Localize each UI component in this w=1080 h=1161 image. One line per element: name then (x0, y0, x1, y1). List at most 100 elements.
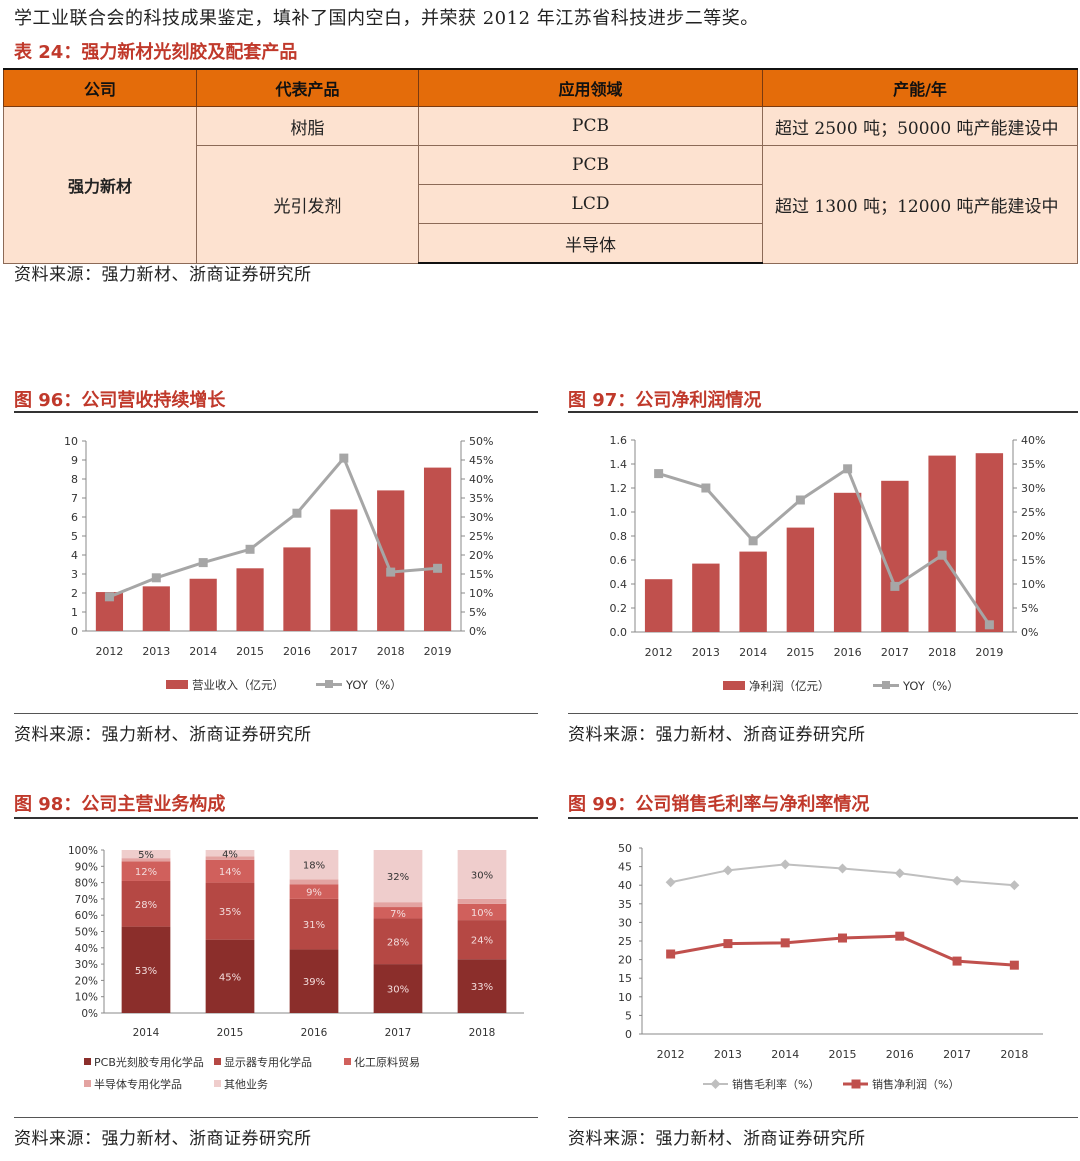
segment-2016-4 (289, 850, 339, 880)
y-tick-label-left: 0.4 (610, 578, 628, 591)
segment-2015-2 (205, 859, 255, 883)
data-label: 45% (219, 972, 241, 983)
fig96-source: 资料来源：强力新材、浙商证券研究所 (14, 725, 312, 745)
y-tick-label-right: 25% (1021, 506, 1045, 519)
x-tick-label: 2015 (786, 646, 814, 659)
yoy-point-2019 (433, 563, 443, 573)
fig99-title: 图 99：公司销售毛利率与净利率情况 (568, 794, 870, 815)
y-tick-label-left: 0.0 (610, 626, 628, 639)
legend-swatch-3 (84, 1080, 91, 1087)
table-title: 表 24：强力新材光刻胶及配套产品 (14, 42, 298, 63)
data-label: 18% (303, 861, 325, 872)
header-product: 代表产品 (196, 68, 419, 107)
y-tick-label-left: 1 (71, 606, 78, 619)
bar-2016 (283, 547, 311, 631)
company-cell: 强力新材 (3, 106, 197, 264)
y-tick-label-left: 4 (71, 549, 78, 562)
fig99-rule (568, 817, 1078, 819)
x-tick-label: 2019 (424, 645, 452, 658)
app-pcb-1: PCB (418, 106, 763, 146)
data-label: 14% (219, 867, 241, 878)
y-tick-label-right: 15% (469, 568, 493, 581)
legend-swatch-1 (214, 1058, 221, 1065)
y-tick-label-right: 20% (469, 549, 493, 562)
y-tick-label: 40 (618, 879, 632, 892)
y-tick-label-right: 10% (1021, 578, 1045, 591)
yoy-point-2017 (339, 453, 349, 463)
y-tick-label: 80% (75, 878, 98, 890)
y-tick-label: 35 (618, 898, 632, 911)
gross-point-2017 (952, 875, 963, 886)
fig97-chart: 0.0 0.2 0.4 0.6 0.8 1.0 1.2 1.4 1.6 0% 5% 10% 15% 20%… (610, 434, 1046, 693)
x-tick-label: 2016 (834, 646, 862, 659)
bar-2014 (739, 551, 767, 632)
data-label: 5% (138, 850, 154, 861)
y-tick-label: 70% (75, 894, 98, 906)
gross-point-2015 (837, 863, 848, 874)
legend-label-1: 显示器专用化学品 (224, 1055, 312, 1069)
x-tick-label: 2014 (189, 645, 217, 658)
y-tick-label-right: 35% (469, 492, 493, 505)
yoy-point-2013 (151, 573, 161, 583)
bar-2013 (692, 563, 720, 632)
y-tick-label: 50% (75, 927, 98, 939)
yoy-point-2018 (937, 550, 947, 560)
y-tick-label-left: 1.0 (610, 506, 628, 519)
yoy-point-2017 (890, 581, 900, 591)
y-tick-label-right: 35% (1021, 458, 1045, 471)
legend-label-4: 其他业务 (224, 1078, 268, 1091)
bar-2019 (423, 467, 452, 631)
y-tick-label: 40% (75, 943, 98, 955)
header-company: 公司 (3, 68, 197, 107)
yoy-point-2014 (748, 536, 758, 546)
segment-2014-2 (121, 861, 171, 881)
x-tick-label: 2015 (829, 1048, 857, 1061)
y-tick-label: 20% (75, 975, 98, 987)
fig97-title: 图 97：公司净利润情况 (568, 390, 762, 411)
legend-label-line: YOY（%） (902, 679, 959, 693)
y-tick-label-left: 7 (71, 492, 78, 505)
yoy-line (658, 466, 991, 626)
segment-2018-3 (457, 898, 507, 904)
data-label: 31% (303, 920, 325, 931)
x-tick-label: 2018 (377, 645, 405, 658)
legend-label-1: 销售净利润（%） (872, 1077, 959, 1091)
net-point-2017 (952, 956, 962, 966)
data-label: 28% (387, 937, 409, 948)
y-tick-label-right: 30% (1021, 482, 1045, 495)
x-tick-label: 2019 (975, 646, 1003, 659)
y-tick-label-left: 1.2 (610, 482, 628, 495)
fig99-bottom-rule (568, 1117, 1078, 1118)
bar-2014 (189, 578, 217, 631)
y-tick-label: 5 (625, 1009, 632, 1022)
bar-2017 (330, 509, 358, 631)
gross-point-2012 (665, 877, 676, 888)
y-tick-label: 90% (75, 861, 98, 873)
x-tick-label: 2016 (301, 1027, 328, 1039)
bar-2012 (644, 579, 673, 632)
yoy-point-2012 (104, 592, 114, 602)
fig98-source: 资料来源：强力新材、浙商证券研究所 (14, 1129, 312, 1149)
legend-marker-line (882, 681, 890, 689)
gross-point-2014 (780, 859, 791, 870)
legend-swatch-4 (214, 1080, 221, 1087)
y-tick-label-right: 50% (469, 435, 493, 448)
fig97-rule (568, 411, 1078, 413)
y-tick-label-left: 0.8 (610, 530, 628, 543)
fig97-bottom-rule (568, 713, 1078, 714)
y-tick-label-right: 5% (469, 606, 486, 619)
segment-2014-0 (121, 926, 171, 1013)
x-tick-label: 2014 (133, 1027, 160, 1039)
y-tick-label: 25 (618, 935, 632, 948)
data-label: 10% (471, 908, 493, 919)
y-tick-label-right: 40% (469, 473, 493, 486)
x-tick-label: 2013 (714, 1048, 742, 1061)
y-tick-label-left: 1.6 (610, 434, 628, 447)
legend-marker-0 (710, 1079, 721, 1089)
product-table: 公司 代表产品 应用领域 产能/年 强力新材 树脂 PCB 超过 2500 吨；… (3, 68, 1078, 264)
legend-swatch-bars (723, 681, 745, 690)
y-tick-label: 10 (618, 991, 632, 1004)
segment-2014-4 (121, 850, 171, 859)
y-tick-label-left: 6 (71, 511, 78, 524)
net-point-2013 (723, 939, 733, 949)
